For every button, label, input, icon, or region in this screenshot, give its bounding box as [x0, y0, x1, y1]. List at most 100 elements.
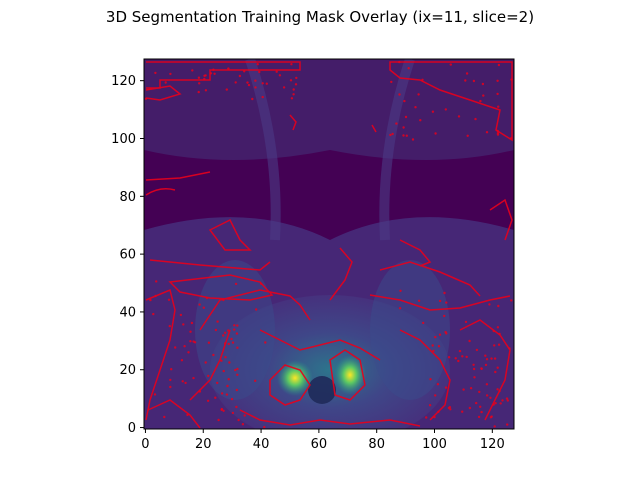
- contour-dot: [437, 410, 440, 413]
- contour-dot: [238, 74, 242, 78]
- contour-dot: [489, 416, 493, 419]
- contour-dot: [474, 117, 477, 121]
- contour-dot: [180, 359, 184, 362]
- contour-dot: [263, 425, 266, 429]
- contour-dot: [402, 134, 405, 137]
- contour-dot: [204, 361, 207, 364]
- contour-dot: [149, 298, 152, 302]
- contour-dot: [228, 361, 231, 364]
- contour-dot: [152, 312, 155, 316]
- contour-dot: [465, 72, 469, 75]
- contour-dot: [443, 314, 446, 318]
- contour-dot: [258, 70, 261, 74]
- contour-dot: [189, 340, 192, 343]
- contour-dot: [462, 388, 465, 391]
- contour-dot: [237, 418, 240, 422]
- contour-dot: [292, 93, 295, 96]
- contour-dot: [235, 332, 239, 335]
- contour-dot: [414, 106, 417, 109]
- contour-dot: [468, 339, 471, 343]
- contour-dot: [419, 119, 422, 122]
- contour-dot: [402, 126, 405, 129]
- contour-dot: [203, 77, 206, 81]
- contour-dot: [214, 396, 217, 399]
- contour-dot: [493, 357, 497, 360]
- contour-dot: [457, 115, 461, 118]
- contour-dot: [290, 97, 294, 100]
- contour-dot: [187, 351, 190, 354]
- contour-dot: [461, 410, 464, 413]
- y-tick-label: 40: [119, 305, 136, 320]
- contour-dot: [488, 303, 491, 306]
- contour-dot: [434, 394, 437, 397]
- contour-dot: [501, 399, 504, 402]
- x-tick-label: 80: [368, 437, 385, 452]
- contour-dot: [164, 81, 167, 84]
- contour-dot: [429, 378, 432, 381]
- contour-dot: [498, 389, 501, 393]
- contour-dot: [403, 99, 406, 103]
- contour-dot: [472, 367, 476, 371]
- contour-dot: [434, 132, 437, 135]
- contour-dot: [227, 378, 230, 381]
- contour-dot: [508, 347, 511, 350]
- contour-dot: [222, 409, 225, 412]
- contour-dot: [206, 399, 210, 402]
- contour-dot: [205, 296, 209, 300]
- contour-dot: [485, 394, 489, 397]
- contour-dot: [198, 303, 201, 306]
- contour-dot: [183, 345, 186, 348]
- contour-dot: [407, 67, 410, 70]
- heatmap-image: [144, 59, 514, 429]
- contour-dot: [458, 349, 462, 353]
- contour-dot: [499, 402, 502, 405]
- contour-dot: [494, 402, 497, 405]
- contour-dot: [236, 346, 239, 349]
- contour-dot: [231, 411, 235, 415]
- contour-dot: [482, 94, 485, 97]
- contour-dot: [163, 415, 166, 419]
- contour-dot: [198, 390, 202, 393]
- contour-dot: [181, 380, 184, 383]
- x-tick-label: 100: [422, 437, 447, 452]
- contour-dot: [497, 105, 500, 108]
- contour-dot: [154, 294, 157, 298]
- contour-dot: [179, 313, 183, 317]
- x-axis: 0 20 40 60 80 100 120: [141, 429, 505, 452]
- contour-dot: [212, 353, 215, 357]
- contour-dot: [479, 405, 482, 408]
- contour-dot: [191, 69, 194, 72]
- x-tick-label: 20: [195, 437, 212, 452]
- contour-dot: [234, 282, 238, 286]
- contour-dot: [243, 414, 246, 417]
- contour-dot: [505, 397, 509, 400]
- contour-dot: [457, 359, 460, 363]
- contour-dot: [213, 72, 216, 76]
- contour-dot: [461, 355, 464, 358]
- contour-dot: [222, 334, 225, 337]
- contour-dot: [444, 386, 448, 389]
- contour-dot: [189, 330, 192, 333]
- contour-dot: [422, 321, 425, 325]
- contour-dot: [227, 329, 230, 332]
- contour-dot: [294, 83, 298, 86]
- contour-dot: [405, 134, 408, 137]
- contour-dot: [236, 324, 239, 327]
- contour-dot: [477, 415, 481, 419]
- contour-dot: [497, 343, 501, 346]
- contour-dot: [236, 373, 239, 376]
- contour-dot: [434, 335, 437, 339]
- contour-dot: [216, 320, 219, 323]
- contour-dot: [448, 406, 452, 409]
- contour-dot: [246, 81, 249, 84]
- contour-dot: [485, 383, 489, 386]
- contour-dot: [473, 376, 476, 379]
- contour-dot: [231, 341, 235, 344]
- y-tick-label: 20: [119, 363, 136, 378]
- contour-dot: [261, 82, 264, 85]
- contour-dot: [443, 291, 446, 295]
- contour-dot: [233, 324, 236, 327]
- contour-dot: [475, 401, 478, 405]
- contour-dot: [254, 379, 257, 382]
- contour-dot: [184, 381, 187, 385]
